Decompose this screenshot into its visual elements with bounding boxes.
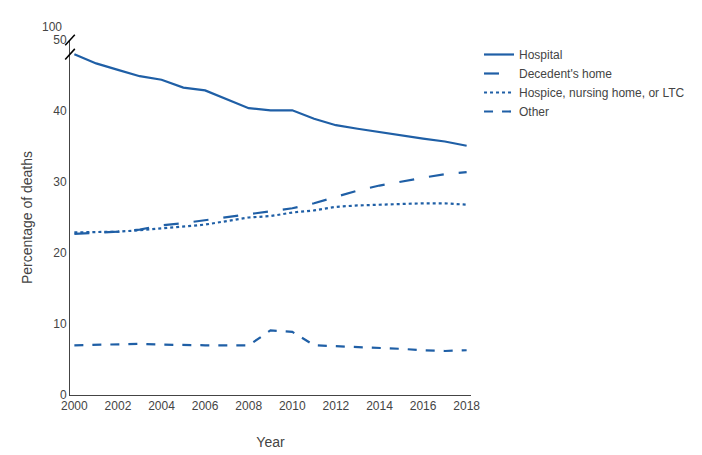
svg-text:Other: Other — [519, 105, 549, 119]
svg-text:0: 0 — [60, 388, 67, 402]
svg-text:2008: 2008 — [235, 399, 262, 413]
svg-text:10: 10 — [53, 317, 67, 331]
svg-text:40: 40 — [53, 104, 67, 118]
svg-text:2018: 2018 — [453, 399, 480, 413]
svg-text:Hospital: Hospital — [519, 48, 562, 62]
svg-text:2006: 2006 — [192, 399, 219, 413]
svg-text:2002: 2002 — [105, 399, 132, 413]
svg-text:2012: 2012 — [323, 399, 350, 413]
svg-text:2000: 2000 — [61, 399, 88, 413]
svg-text:Hospice, nursing home, or LTC: Hospice, nursing home, or LTC — [519, 86, 685, 100]
svg-text:Percentage of deaths: Percentage of deaths — [19, 151, 35, 284]
svg-text:2016: 2016 — [410, 399, 437, 413]
svg-text:2010: 2010 — [279, 399, 306, 413]
svg-text:Decedent's home: Decedent's home — [519, 67, 612, 81]
svg-text:2014: 2014 — [366, 399, 393, 413]
svg-text:50: 50 — [53, 33, 67, 47]
svg-text:100: 100 — [42, 20, 62, 34]
svg-text:20: 20 — [53, 246, 67, 260]
svg-text:30: 30 — [53, 175, 67, 189]
svg-text:Year: Year — [256, 434, 285, 450]
svg-text:2004: 2004 — [148, 399, 175, 413]
